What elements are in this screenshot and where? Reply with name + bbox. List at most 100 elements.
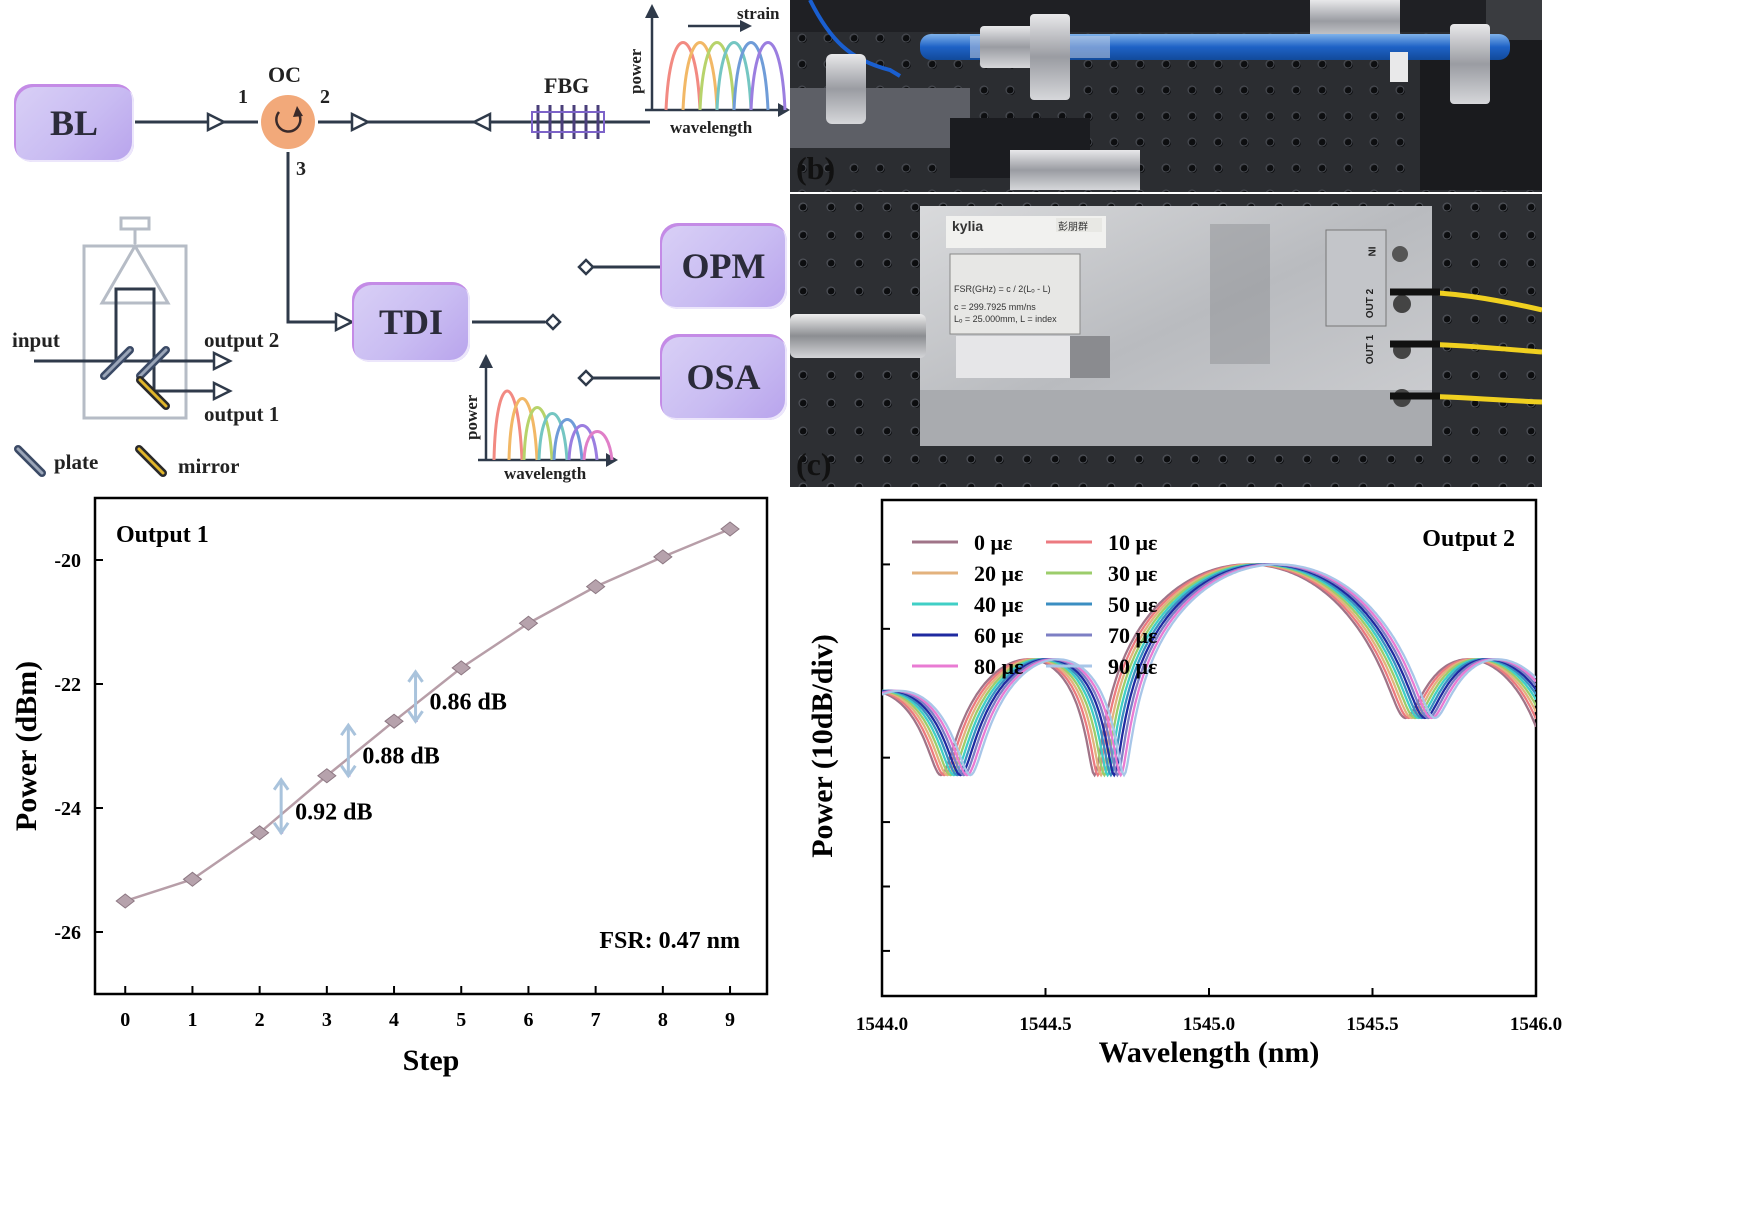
chart1-arrowhead <box>272 777 290 791</box>
chart1-step-annotation: 0.88 dB <box>362 744 439 770</box>
fbg-inset-peak <box>681 41 719 111</box>
bl-label: BL <box>49 103 99 143</box>
chart1-y-tick-label: -22 <box>54 674 81 696</box>
tdi-block: TDI <box>352 282 470 362</box>
photo-c-illustration <box>790 194 1542 487</box>
chart1-fsr-note: FSR: 0.47 nm <box>599 928 740 954</box>
port-2-label: 2 <box>320 86 330 108</box>
device-l-values: Lₒ = 25.000mm, L = index <box>954 314 1057 324</box>
fbg-inset-peak <box>715 41 753 111</box>
chart1-x-tick-label: 7 <box>591 1009 601 1031</box>
osa-label: OSA <box>686 357 761 397</box>
chart1-step-annotation: 0.86 dB <box>430 689 507 715</box>
fbg-inset-peak <box>664 41 702 111</box>
chart1-data-point <box>182 871 203 887</box>
chart2-legend-label: 30 με <box>1108 561 1157 586</box>
chart1-x-tick-label: 3 <box>322 1009 332 1031</box>
mirror-legend-label: mirror <box>178 454 240 478</box>
output-1-label: output 1 <box>204 402 280 426</box>
chart2-ylabel: Power (10dB/div) <box>806 634 839 858</box>
chart2-legend-label: 0 με <box>974 530 1012 555</box>
chart1-x-tick-label: 4 <box>389 1009 399 1031</box>
setup-diagram-lines <box>14 4 790 477</box>
device-handwritten-label: 彭朋群 <box>1058 222 1088 233</box>
output-2-label: output 2 <box>204 328 280 352</box>
device-port-out2: OUT 2 <box>1365 288 1377 319</box>
out-inset-peak <box>507 397 539 461</box>
chart2-series-line <box>882 563 1536 778</box>
chart2-x-tick-label: 1546.0 <box>1510 1014 1562 1035</box>
out-inset-peak <box>582 430 614 461</box>
chart2-x-tick-label: 1544.5 <box>1019 1014 1071 1035</box>
chart1-data-point <box>249 825 270 841</box>
fbg-inset-peak <box>749 41 787 111</box>
fbg-inset-peak <box>698 41 736 111</box>
opm-block: OPM <box>660 223 787 309</box>
bl-block: BL <box>14 84 134 162</box>
input-label: input <box>12 328 60 352</box>
chart1-x-tick-label: 5 <box>456 1009 466 1031</box>
device-c-value: c = 299.7925 mm/ns <box>954 302 1036 312</box>
port-3-label: 3 <box>296 158 306 180</box>
chart1-y-tick-label: -20 <box>54 550 81 572</box>
oc-circulator-icon <box>261 95 315 149</box>
photo-b-strain-stage: (b) <box>790 0 1542 192</box>
chart2-legend-label: 60 με <box>974 623 1023 648</box>
device-port-in: IN <box>1365 246 1377 257</box>
fbg-label: FBG <box>544 73 590 98</box>
device-port-out1: OUT 1 <box>1365 334 1377 365</box>
output2-spectrum-chart: 1544.0 1544.5 1545.0 1545.5 1546.0 0 με 10 με… <box>806 498 1562 1069</box>
strain-label: strain <box>737 4 780 23</box>
chart2-legend-label: 20 με <box>974 561 1023 586</box>
chart1-y-tick-label: -26 <box>54 922 81 944</box>
oc-label: OC <box>268 62 301 87</box>
tdi-label: TDI <box>378 302 444 342</box>
photo-c-label: (c) <box>796 446 832 482</box>
chart2-legend-label: 80 με <box>974 654 1023 679</box>
chart1-arrowhead <box>340 764 357 779</box>
chart2-x-tick-label: 1544.0 <box>856 1014 908 1035</box>
out-inset-ylabel: power <box>462 394 481 440</box>
chart1-frame <box>93 496 769 996</box>
chart1-arrowhead <box>407 710 424 724</box>
chart2-xlabel: Wavelength (nm) <box>1099 1036 1320 1069</box>
chart1-x-tick-label: 2 <box>255 1009 265 1031</box>
chart1-data-point <box>720 521 740 537</box>
chart1-data-point <box>585 579 606 595</box>
chart1-x-tick-label: 0 <box>120 1009 130 1031</box>
out-inset-peak <box>552 418 584 461</box>
out-inset-peak <box>567 424 599 461</box>
out-inset-peak <box>522 406 554 461</box>
chart1-step-annotation: 0.92 dB <box>295 800 372 826</box>
chart2-legend-label: 40 με <box>974 592 1023 617</box>
chart1-x-tick-label: 8 <box>658 1009 668 1031</box>
chart2-series-line <box>882 563 1536 778</box>
chart2-legend-label: 50 με <box>1108 592 1157 617</box>
chart2-legend-label: 90 με <box>1108 654 1157 679</box>
chart2-x-tick-label: 1545.0 <box>1183 1014 1235 1035</box>
plate-legend-label: plate <box>54 450 99 474</box>
device-fsr-formula: FSR(GHz) = c / 2(Lₒ - L) <box>954 284 1051 294</box>
chart1-arrowhead <box>407 669 424 683</box>
chart1-data-point <box>518 615 539 631</box>
chart1-arrowhead <box>272 821 290 836</box>
chart1-xlabel: Step <box>403 1044 460 1077</box>
chart1-data-point <box>115 893 136 909</box>
output1-power-chart: 0 1 2 3 4 5 6 7 8 9 -20 -22 -24 -26 0.86 dB 0.88 dB 0.9… <box>10 496 769 1077</box>
chart1-ylabel: Power (dBm) <box>10 661 43 831</box>
chart1-data-point <box>384 713 404 729</box>
fbg-inset-peak <box>732 41 770 111</box>
chart1-series-line <box>124 527 731 903</box>
chart1-arrowhead <box>340 722 357 737</box>
photo-c-tdi-device: kylia 彭朋群 FSR(GHz) = c / 2(Lₒ - L) c = 2… <box>790 194 1542 487</box>
out-inset-xlabel: wavelength <box>504 464 587 483</box>
chart2-series-line <box>882 563 1536 778</box>
chart1-panel-label: Output 1 <box>116 522 209 548</box>
photo-b-illustration <box>790 0 1542 192</box>
chart1-data-point <box>317 768 337 784</box>
chart2-x-tick-label: 1545.5 <box>1346 1014 1398 1035</box>
out-inset-peak <box>492 389 524 461</box>
opm-label: OPM <box>681 246 766 286</box>
fbg-inset-ylabel: power <box>626 48 645 94</box>
out-inset-peak <box>537 412 569 461</box>
